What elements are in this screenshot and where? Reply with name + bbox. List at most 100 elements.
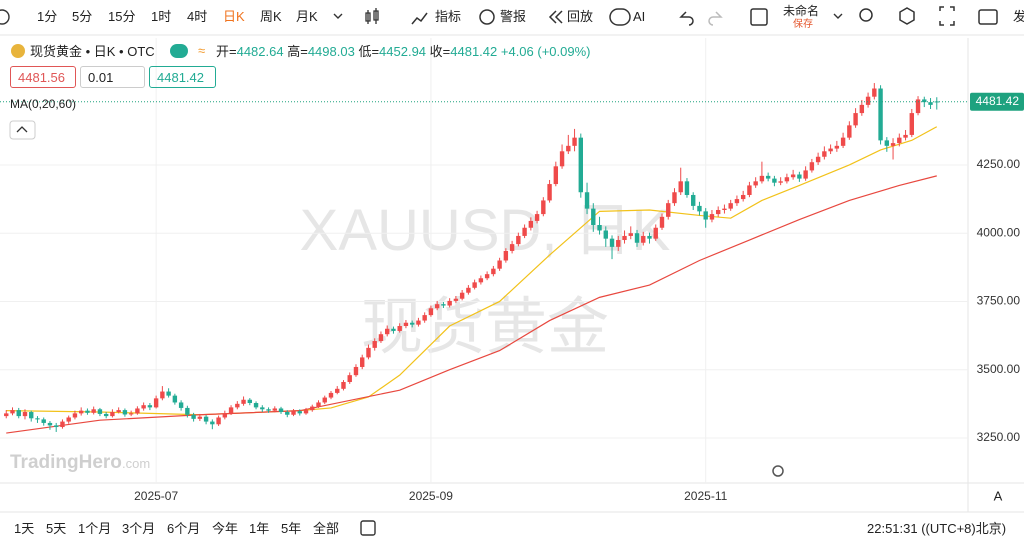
quantity[interactable]: 0.01 <box>80 66 145 88</box>
ohlc: 开=4482.64 高=4498.03 低=4452.94 收=4481.42 … <box>216 44 591 60</box>
candle-body <box>865 96 871 105</box>
alert-icon[interactable] <box>479 9 495 25</box>
chart-type-icon[interactable] <box>365 8 379 24</box>
indicator-icon[interactable] <box>411 12 428 25</box>
alerts[interactable]: 警报 <box>500 9 527 24</box>
candle-body <box>884 140 890 146</box>
candle-body <box>697 205 702 212</box>
layout-chevron[interactable] <box>833 13 843 19</box>
candle-body <box>241 399 246 404</box>
candle-body <box>328 392 334 398</box>
candle-body <box>659 216 665 228</box>
save[interactable]: 保存 <box>793 19 813 30</box>
candle-body <box>715 209 721 215</box>
candle-body <box>272 408 277 411</box>
undo-icon[interactable] <box>679 11 694 26</box>
candle-body <box>684 181 690 195</box>
interval[interactable]: 1分 <box>37 9 58 24</box>
candle-body <box>428 308 434 316</box>
layout-name[interactable]: 未命名 <box>783 4 820 18</box>
candle-body <box>35 418 40 420</box>
close-value: 4481.42 <box>450 44 498 59</box>
candle-body <box>559 151 565 167</box>
range-button[interactable]: 3个月 <box>122 521 156 536</box>
ai[interactable]: AI <box>633 9 646 24</box>
search-icon[interactable] <box>859 8 873 22</box>
live-toggle[interactable] <box>170 44 188 58</box>
fullscreen-icon[interactable] <box>939 6 955 26</box>
range-button[interactable]: 1个月 <box>78 521 112 536</box>
layout-icon[interactable] <box>750 8 768 26</box>
indicators[interactable]: 指标 <box>435 9 462 24</box>
range-button[interactable]: 5天 <box>46 521 67 536</box>
marker-icon[interactable] <box>772 465 784 477</box>
interval[interactable]: 15分 <box>108 9 136 24</box>
range-button[interactable]: 今年 <box>212 521 239 536</box>
buy-price[interactable]: 4481.42 <box>149 66 216 88</box>
candle-body <box>335 388 340 393</box>
candle-body <box>91 409 96 413</box>
candle-body <box>528 220 534 228</box>
redo-icon[interactable] <box>708 11 723 26</box>
replay[interactable]: 回放 <box>567 9 594 24</box>
candle-body <box>378 334 384 342</box>
candle-body <box>897 137 902 144</box>
candle-body <box>466 287 471 293</box>
candle-body <box>772 178 777 183</box>
ai-icon[interactable] <box>609 8 631 26</box>
range-button[interactable]: 全部 <box>313 521 340 536</box>
interval[interactable]: 月K <box>296 9 318 24</box>
auto-scale-label[interactable]: A <box>994 488 1003 503</box>
candle-body <box>85 410 90 413</box>
snapshot-icon[interactable] <box>978 9 998 25</box>
cut-item[interactable]: 发 <box>1013 9 1024 24</box>
candle-body <box>178 402 184 408</box>
candle-body <box>172 395 178 403</box>
range-button[interactable]: 5年 <box>281 521 302 536</box>
interval[interactable]: 周K <box>260 9 282 24</box>
candle-body <box>303 410 309 414</box>
candle-body <box>235 403 240 408</box>
candle-body <box>478 278 484 283</box>
low-label: 低= <box>358 44 380 59</box>
symbol: 现货黄金 • 日K • OTC <box>30 44 155 59</box>
candle-body <box>909 113 914 135</box>
interval[interactable]: 1时 <box>151 9 172 24</box>
candle-body <box>634 233 640 243</box>
candle-body <box>128 413 134 415</box>
candle-body <box>297 411 302 414</box>
collapse-arrow[interactable] <box>16 126 28 133</box>
settings-icon[interactable] <box>899 7 915 25</box>
candle-body <box>210 421 215 425</box>
candle-body <box>78 410 84 414</box>
add-icon[interactable] <box>0 9 10 25</box>
calendar-icon[interactable] <box>360 520 376 536</box>
replay-icon[interactable] <box>548 10 563 24</box>
interval[interactable]: 4时 <box>187 9 208 24</box>
candle-body <box>797 174 802 179</box>
candle-body <box>316 402 321 407</box>
interval[interactable]: 5分 <box>72 9 93 24</box>
candle-body <box>453 298 459 301</box>
auto-scale-button[interactable] <box>988 487 1008 506</box>
candle-body <box>691 194 696 206</box>
candle-body <box>103 413 109 417</box>
candle-body <box>122 410 128 415</box>
high-value: 4498.03 <box>307 44 355 59</box>
sell-price[interactable]: 4481.56 <box>10 66 76 88</box>
chevron[interactable] <box>333 13 343 19</box>
range-button[interactable]: 6个月 <box>167 521 201 536</box>
change: +4.06 (+0.09%) <box>500 44 591 59</box>
candle-body <box>803 170 808 179</box>
collapse-button[interactable] <box>9 120 36 140</box>
y-tick-label: 3750.00 <box>977 294 1021 308</box>
interval[interactable]: 日K <box>223 9 245 24</box>
candle-body <box>491 268 496 275</box>
candle-body <box>509 244 515 251</box>
clock: 22:51:31 ((UTC+8)北京) <box>867 521 1007 536</box>
range-button[interactable]: 1年 <box>249 521 270 536</box>
range-button[interactable]: 1天 <box>14 521 35 536</box>
candle-body <box>759 175 765 182</box>
candle-body <box>160 391 165 399</box>
